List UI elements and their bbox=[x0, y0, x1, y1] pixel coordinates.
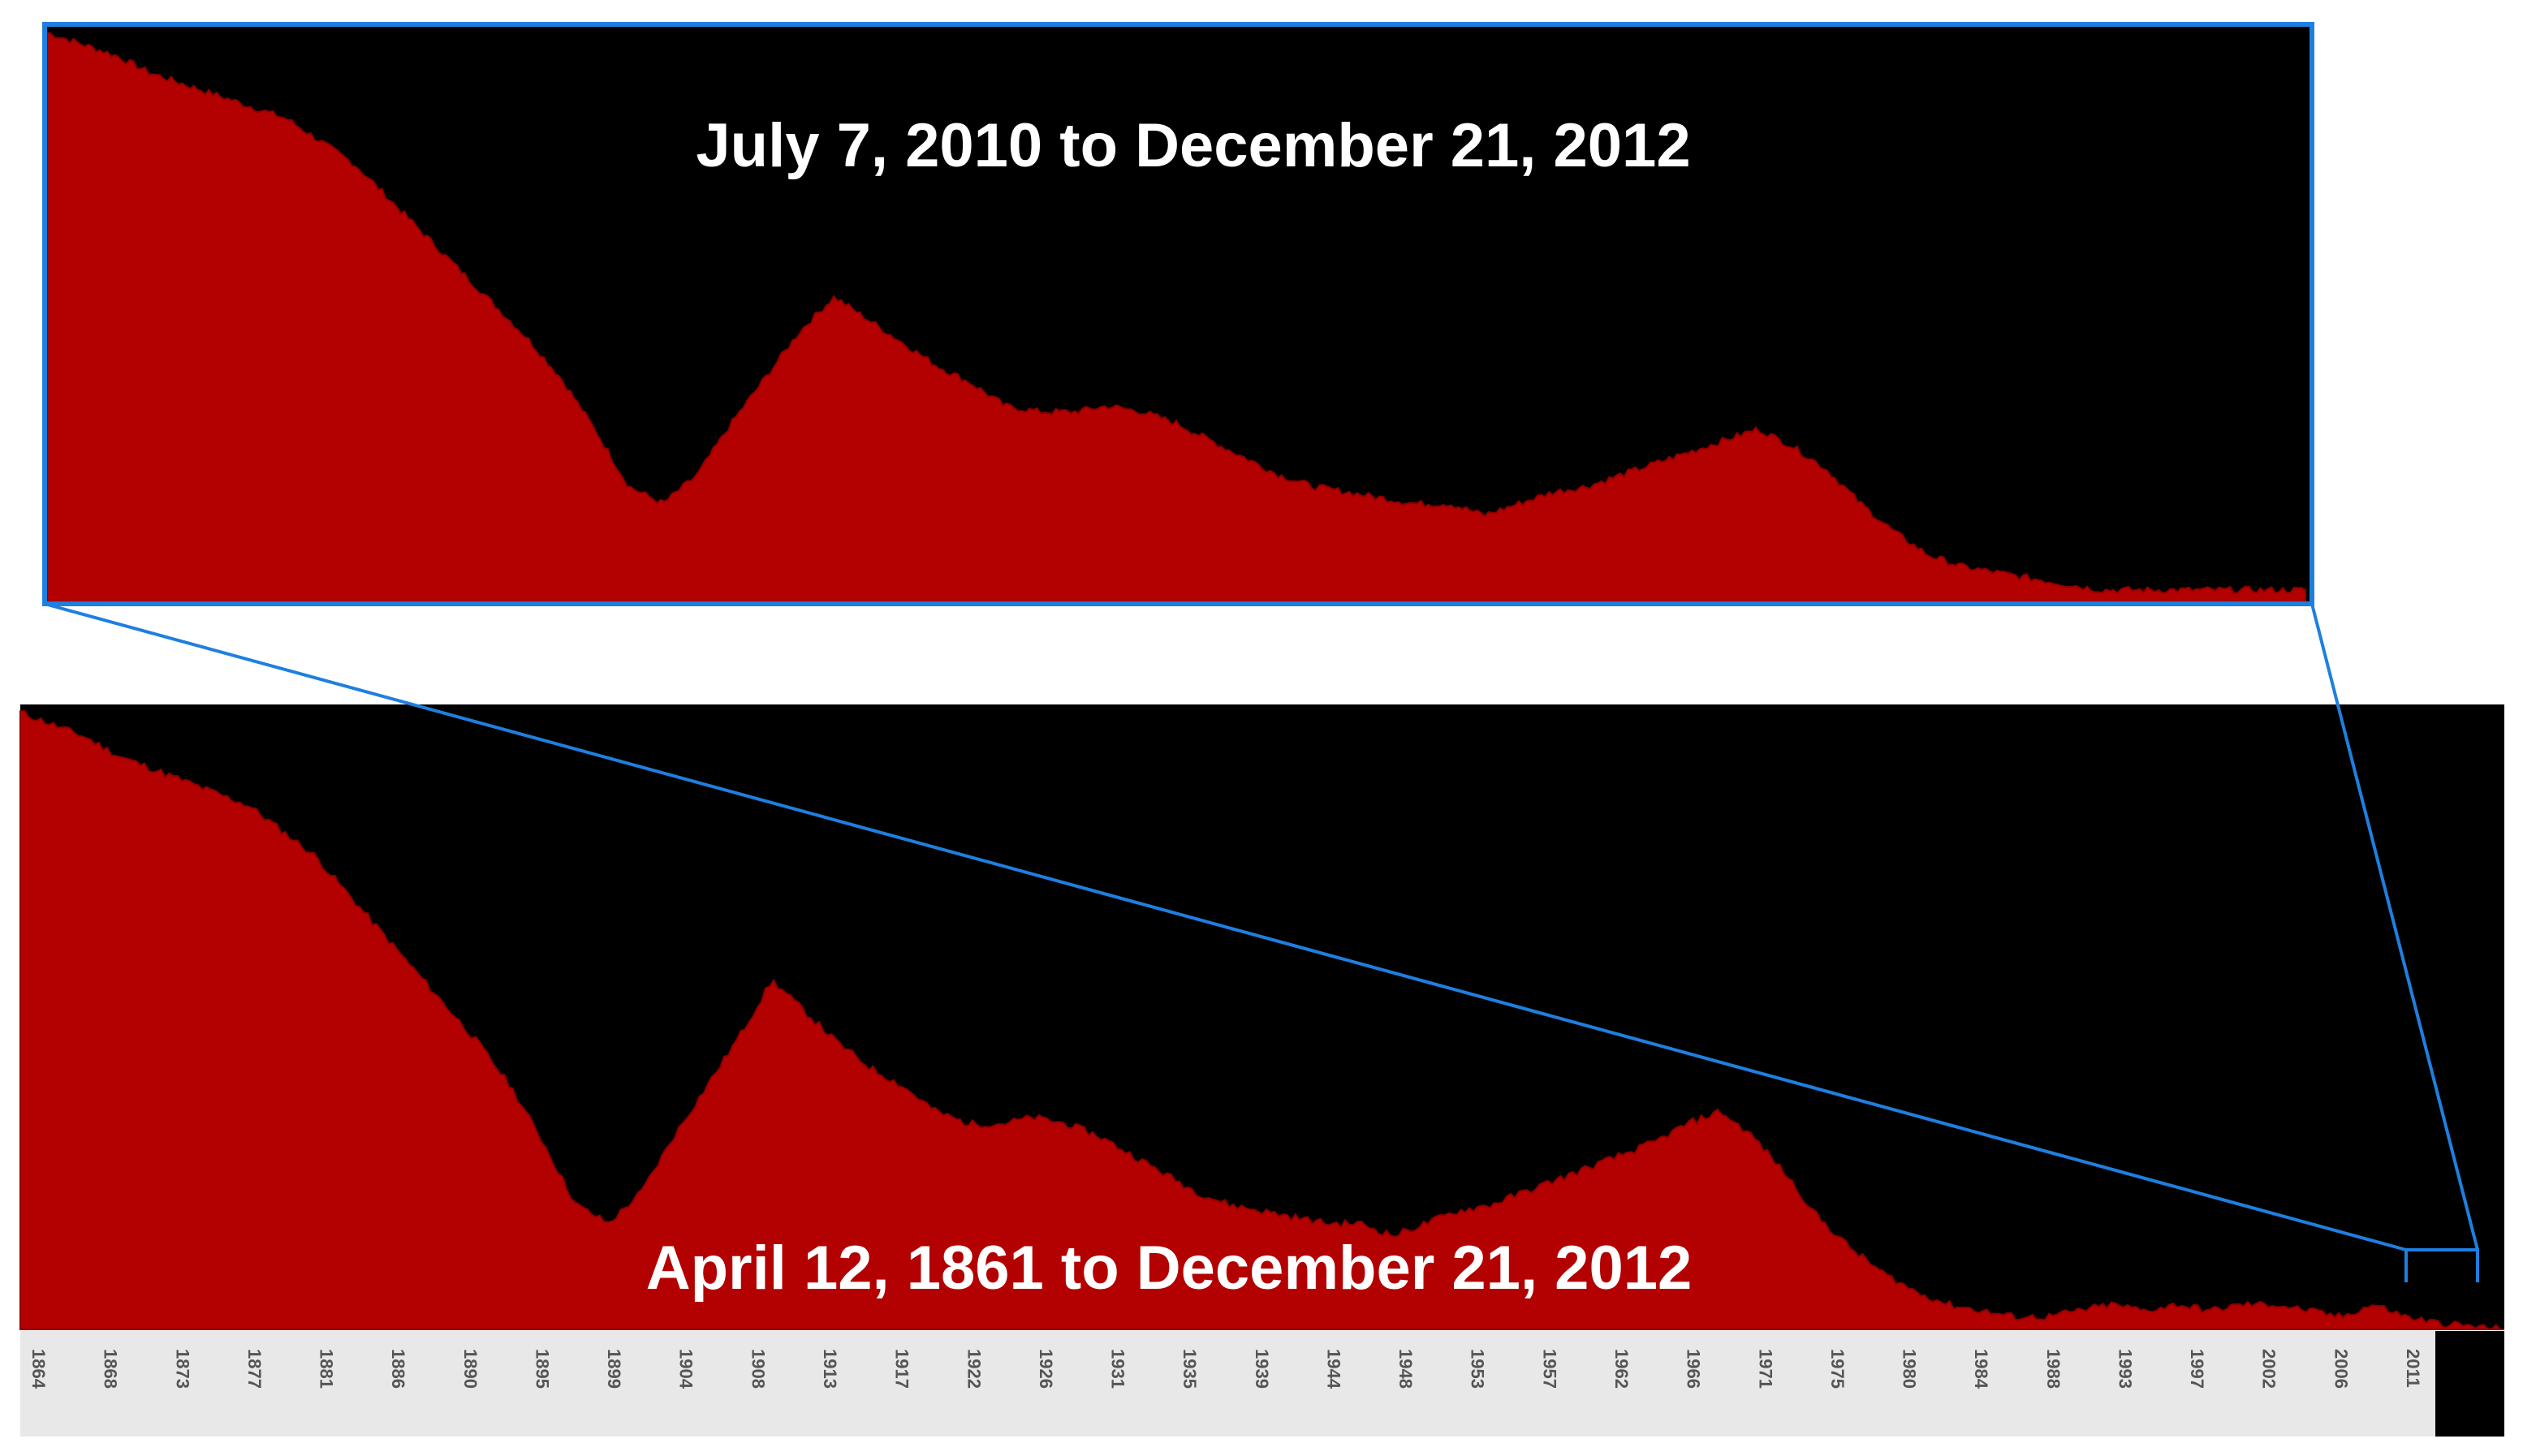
zoom-connector-left-line bbox=[44, 602, 2407, 1251]
zoomed-range-frame bbox=[42, 22, 2314, 606]
x-tick-label: 1944 bbox=[1324, 1349, 1344, 1389]
x-tick-label: 1886 bbox=[388, 1349, 408, 1389]
x-tick-label: 1939 bbox=[1252, 1349, 1272, 1389]
x-tick-label: 1899 bbox=[604, 1349, 624, 1389]
x-tick-label: 1904 bbox=[676, 1349, 697, 1389]
x-tick-label: 1868 bbox=[101, 1349, 121, 1389]
x-tick-label: 1922 bbox=[964, 1349, 984, 1389]
x-tick-label: 1997 bbox=[2187, 1349, 2207, 1389]
x-tick-label: 1877 bbox=[244, 1349, 265, 1389]
x-tick-label: 1890 bbox=[460, 1349, 481, 1389]
x-tick-label: 1984 bbox=[1971, 1349, 1991, 1389]
x-tick-label: 1881 bbox=[317, 1349, 337, 1389]
x-tick-label: 1980 bbox=[1900, 1349, 1920, 1389]
x-tick-label: 1962 bbox=[1611, 1349, 1632, 1389]
x-tick-label: 1864 bbox=[28, 1349, 49, 1389]
x-tick-label: 1913 bbox=[820, 1349, 840, 1389]
zoomed-range-chart: July 7, 2010 to December 21, 2012 bbox=[42, 22, 2314, 606]
x-tick-label: 1971 bbox=[1755, 1349, 1775, 1389]
x-tick-label: 1873 bbox=[172, 1349, 192, 1389]
x-tick-label: 1895 bbox=[533, 1349, 553, 1389]
x-tick-label: 1931 bbox=[1108, 1349, 1128, 1389]
x-tick-label: 1948 bbox=[1395, 1349, 1416, 1389]
x-tick-label: 1935 bbox=[1180, 1349, 1200, 1389]
full-range-area-series bbox=[19, 709, 2504, 1330]
x-tick-label: 1953 bbox=[1468, 1349, 1488, 1389]
full-range-chart: 1864 1868 1873 1877 1881 1886 1890 1895 1899 1904… bbox=[19, 704, 2504, 1437]
x-tick-label: 1917 bbox=[892, 1349, 912, 1389]
x-axis-band bbox=[20, 1331, 2435, 1437]
zoomed-range-area-series bbox=[46, 31, 2306, 602]
x-tick-label: 1908 bbox=[748, 1349, 768, 1389]
x-axis-ticks: 1864 1868 1873 1877 1881 1886 1890 1895 1899 1904… bbox=[28, 1349, 2423, 1389]
x-tick-label: 1988 bbox=[2043, 1349, 2064, 1389]
x-tick-label: 2002 bbox=[2259, 1349, 2279, 1389]
full-range-title: April 12, 1861 to December 21, 2012 bbox=[646, 1234, 1693, 1303]
zoom-connector bbox=[44, 602, 2479, 1282]
x-tick-label: 1993 bbox=[2115, 1349, 2136, 1389]
x-tick-label: 1926 bbox=[1036, 1349, 1056, 1389]
zoom-range-bracket bbox=[2404, 1248, 2479, 1282]
x-tick-label: 2011 bbox=[2403, 1349, 2423, 1388]
zoomed-range-title: July 7, 2010 to December 21, 2012 bbox=[696, 111, 1690, 180]
x-tick-label: 1975 bbox=[1827, 1349, 1848, 1389]
zoom-connector-right-line bbox=[2310, 603, 2479, 1251]
x-tick-label: 1957 bbox=[1539, 1349, 1559, 1389]
x-tick-label: 2006 bbox=[2331, 1349, 2351, 1389]
x-tick-label: 1966 bbox=[1684, 1349, 1704, 1389]
x-axis-band-right-block bbox=[2435, 1331, 2504, 1437]
